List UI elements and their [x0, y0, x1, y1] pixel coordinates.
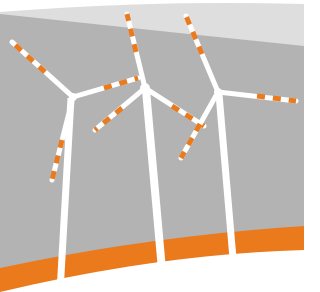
hub — [214, 88, 222, 96]
hub — [140, 83, 150, 93]
hub — [69, 93, 77, 101]
wind-turbine-illustration — [0, 0, 304, 292]
page: (() => { const data = JSON.parse(documen… — [0, 0, 320, 292]
